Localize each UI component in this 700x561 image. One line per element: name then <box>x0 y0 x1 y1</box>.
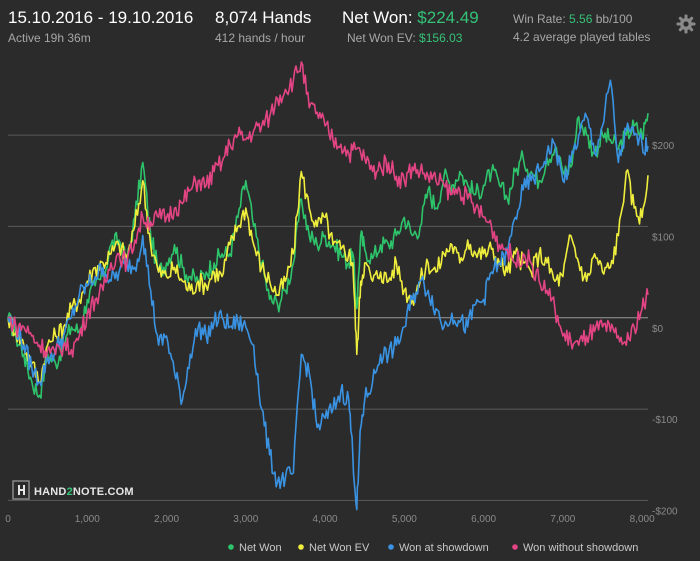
series-line-net-won-ev <box>7 169 649 385</box>
x-tick-label: 6,000 <box>471 514 496 525</box>
x-tick-label: 3,000 <box>233 514 258 525</box>
x-tick-label: 2,000 <box>154 514 179 525</box>
net-won-stat: Net Won: $224.49 <box>342 8 479 28</box>
legend-marker <box>228 544 234 550</box>
net-won-ev-value: $156.03 <box>419 31 463 45</box>
chart-legend: Net Won Net Won EV Won at showdown Won with… <box>228 542 638 554</box>
x-tick-label: 1,000 <box>75 514 100 525</box>
gear-icon[interactable] <box>675 13 697 35</box>
logo-frame-icon <box>12 480 30 500</box>
logo-text-mid: 2 <box>67 486 73 498</box>
legend-marker <box>512 544 518 550</box>
y-tick-label: -$100 <box>652 415 678 426</box>
date-range: 15.10.2016 - 19.10.2016 <box>8 8 194 27</box>
y-tick-label: $100 <box>652 232 675 243</box>
win-rate-stat: Win Rate: 5.56 bb/100 <box>513 12 632 26</box>
x-tick-label: 5,000 <box>392 514 417 525</box>
chart-series-lines <box>7 61 649 511</box>
x-tick-label: 0 <box>5 514 11 525</box>
series-line-won-at-showdown <box>7 79 649 511</box>
x-tick-label: 8,000 <box>630 514 655 525</box>
legend-label: Won without showdown <box>523 542 638 554</box>
active-time: Active 19h 36m <box>8 31 91 45</box>
logo-text-left: HAND <box>34 486 67 498</box>
hand2note-logo: HAND2NOTE.COM <box>12 480 134 500</box>
logo-text-right: NOTE.COM <box>73 486 134 498</box>
win-rate-value: 5.56 <box>569 12 593 26</box>
series-line-net-won <box>7 113 649 399</box>
x-tick-label: 4,000 <box>313 514 338 525</box>
y-axis-ticks: $200 $100 $0 -$100 -$200 <box>652 141 678 517</box>
win-rate-unit: bb/100 <box>595 12 633 26</box>
x-tick-label: 7,000 <box>550 514 575 525</box>
hands-count: 8,074 Hands <box>215 8 312 27</box>
net-won-ev-label: Net Won EV: <box>347 31 416 45</box>
y-tick-label: -$200 <box>652 506 678 517</box>
legend-label: Net Won <box>239 542 282 554</box>
legend-label: Won at showdown <box>399 542 489 554</box>
y-tick-label: $0 <box>652 324 664 335</box>
y-tick-label: $200 <box>652 141 675 152</box>
legend-marker <box>388 544 394 550</box>
legend-label: Net Won EV <box>309 542 370 554</box>
net-won-value: $224.49 <box>417 8 479 27</box>
x-axis-ticks: 0 1,000 2,000 3,000 4,000 5,000 6,000 7,000 8,00… <box>5 514 655 525</box>
net-won-ev-stat: Net Won EV: $156.03 <box>347 31 462 45</box>
average-tables: 4.2 average played tables <box>513 30 651 44</box>
win-rate-label: Win Rate: <box>513 12 566 26</box>
legend-marker <box>298 544 304 550</box>
net-won-label: Net Won: <box>342 8 413 27</box>
hands-per-hour: 412 hands / hour <box>215 31 306 45</box>
logo-text: HAND2NOTE.COM <box>34 486 134 498</box>
series-line-won-without-showdown <box>7 61 649 359</box>
chart-grid <box>8 134 648 501</box>
